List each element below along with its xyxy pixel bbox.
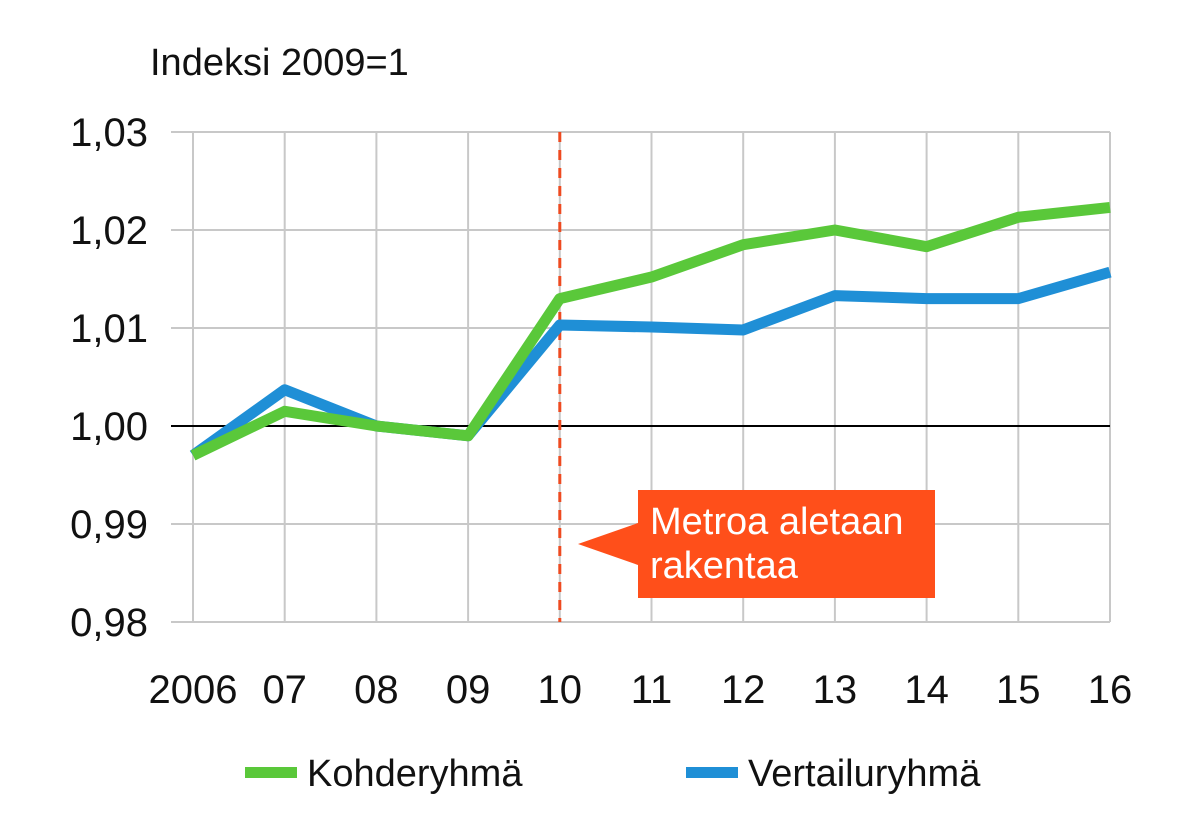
y-tick-label: 1,03 — [70, 111, 148, 155]
x-tick-label: 09 — [446, 668, 491, 712]
legend-swatch — [245, 767, 297, 778]
annotation-text: rakentaa — [650, 545, 799, 587]
x-tick-label: 13 — [813, 668, 858, 712]
x-tick-label: 08 — [354, 668, 399, 712]
y-tick-label: 1,02 — [70, 209, 148, 253]
x-tick-label: 10 — [538, 668, 583, 712]
y-axis-title: Indeksi 2009=1 — [150, 42, 409, 84]
annotation-callout-box — [578, 490, 935, 598]
series-line-vertailuryhma — [189, 266, 1112, 460]
series-line-kohderyhma — [190, 201, 1111, 461]
y-tick-label: 1,01 — [70, 307, 148, 351]
legend-swatch — [686, 767, 738, 778]
x-tick-label: 12 — [721, 668, 766, 712]
y-tick-label: 0,98 — [70, 601, 148, 645]
legend: Kohderyhmä Vertailuryhmä — [245, 753, 981, 795]
y-axis-ticks: 0,98 0,99 1,00 1,01 1,02 1,03 — [70, 111, 148, 645]
x-axis-ticks: 2006 07 08 09 10 11 12 13 14 15 16 — [149, 668, 1133, 712]
x-tick-label: 15 — [996, 668, 1041, 712]
x-tick-label: 16 — [1088, 668, 1133, 712]
x-tick-label: 11 — [631, 668, 673, 712]
x-tick-label: 07 — [262, 668, 307, 712]
y-tick-label: 0,99 — [70, 503, 148, 547]
legend-label: Kohderyhmä — [307, 753, 523, 795]
y-tick-label: 1,00 — [70, 405, 148, 449]
x-tick-label: 2006 — [149, 668, 238, 712]
x-tick-label: 14 — [904, 668, 949, 712]
series-lines — [189, 201, 1112, 461]
legend-label: Vertailuryhmä — [748, 753, 981, 795]
annotation-text: Metroa aletaan — [650, 501, 904, 543]
